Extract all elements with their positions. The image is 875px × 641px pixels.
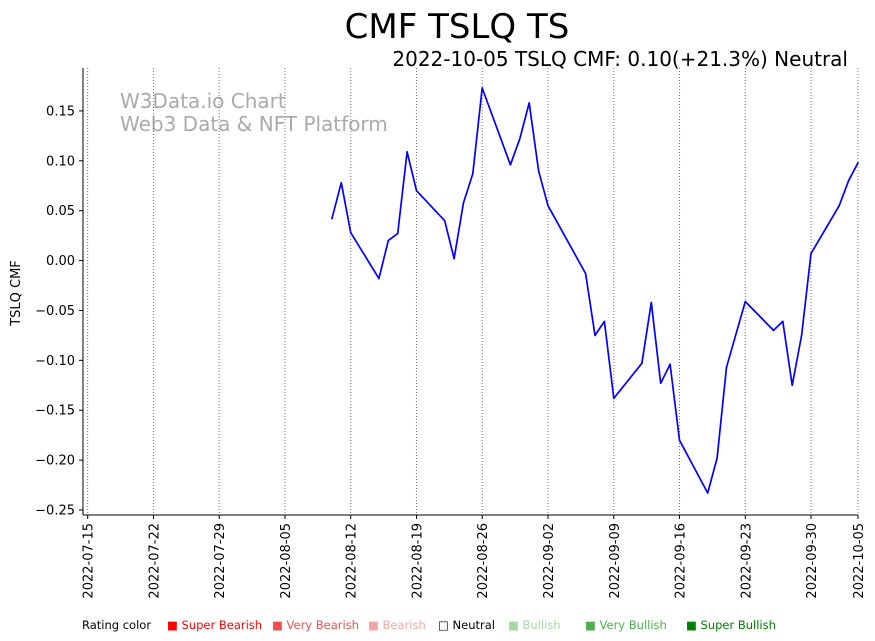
data-point-0-0 — [331, 217, 333, 220]
y-axis-label: TSLQ CMF — [9, 260, 24, 327]
x-tick-label-12: 2022-10-05 — [852, 523, 867, 599]
y-tick-label-0: 0.15 — [46, 104, 75, 119]
x-tick-label-4: 2022-08-12 — [345, 523, 360, 599]
data-point-0-10 — [462, 201, 465, 204]
x-tick-label-2: 2022-07-29 — [213, 523, 228, 599]
data-point-0-33 — [791, 384, 794, 387]
data-point-0-31 — [772, 329, 775, 332]
data-point-0-30 — [744, 300, 747, 303]
y-tick-label-8: −0.25 — [35, 504, 75, 519]
data-point-0-38 — [857, 161, 859, 164]
data-point-0-34 — [800, 334, 803, 337]
data-point-0-20 — [603, 320, 606, 323]
x-tick-label-5: 2022-08-19 — [410, 523, 425, 599]
chart-title: CMF TSLQ TS — [345, 7, 570, 47]
data-point-0-29 — [725, 366, 728, 369]
x-ticks: 2022-07-15 2022-07-22 2022-07-29 2022-08-05… — [82, 515, 867, 599]
data-point-0-19 — [594, 334, 596, 337]
rating-legend: Rating color ■ Super Bearish ■ Very Beari… — [82, 618, 776, 632]
data-point-0-12 — [481, 87, 484, 89]
data-point-0-22 — [641, 362, 643, 365]
legend-item-5: ■ Very Bullish — [585, 618, 667, 632]
data-point-0-24 — [659, 382, 662, 385]
legend-item-2: ■ Bearish — [368, 618, 426, 632]
data-point-0-7 — [415, 189, 418, 192]
legend-item-0: ■ Super Bearish — [167, 618, 262, 632]
data-point-0-25 — [669, 363, 671, 366]
data-point-0-13 — [509, 163, 512, 166]
data-point-0-37 — [847, 179, 850, 182]
data-point-0-27 — [706, 492, 709, 494]
series-layer — [331, 87, 859, 494]
legend-item-4: ■ Bullish — [508, 618, 561, 632]
data-point-0-1 — [340, 181, 343, 184]
y-tick-label-4: −0.05 — [35, 304, 75, 319]
x-tick-label-6: 2022-08-26 — [476, 523, 491, 599]
y-tick-label-1: 0.10 — [46, 154, 75, 169]
data-point-0-28 — [716, 457, 718, 459]
data-point-0-5 — [396, 232, 399, 235]
chart-subtitle: 2022-10-05 TSLQ CMF: 0.10(+21.3%) Neutra… — [392, 47, 848, 71]
x-tick-label-0: 2022-07-15 — [82, 523, 97, 599]
data-point-0-18 — [584, 272, 587, 275]
y-tick-label-5: −0.10 — [35, 354, 75, 369]
legend-label: Rating color — [82, 618, 151, 632]
x-tick-label-8: 2022-09-09 — [608, 523, 623, 599]
legend-item-1: ■ Very Bearish — [272, 618, 359, 632]
data-point-0-8 — [443, 219, 446, 222]
data-point-0-26 — [678, 439, 681, 441]
x-tick-label-7: 2022-09-02 — [542, 523, 557, 599]
data-point-0-3 — [378, 277, 380, 280]
y-tick-label-6: −0.15 — [35, 404, 75, 419]
watermark-line-2: Web3 Data & NFT Platform — [120, 112, 388, 136]
data-point-0-11 — [472, 172, 474, 175]
data-point-0-17 — [547, 204, 549, 207]
data-point-0-21 — [612, 397, 615, 400]
x-tick-label-10: 2022-09-23 — [739, 523, 754, 599]
data-point-0-4 — [387, 239, 390, 242]
x-tick-label-3: 2022-08-05 — [279, 523, 294, 599]
data-point-0-36 — [838, 204, 841, 207]
data-point-0-14 — [519, 138, 521, 140]
series-line-0 — [331, 87, 859, 494]
data-point-0-23 — [650, 301, 653, 304]
x-tick-label-11: 2022-09-30 — [805, 523, 820, 599]
data-point-0-35 — [810, 252, 812, 255]
x-tick-label-9: 2022-09-16 — [674, 523, 689, 599]
legend-item-6: ■ Super Bullish — [686, 618, 776, 632]
legend-item-3: □ Neutral — [438, 618, 495, 632]
y-tick-label-2: 0.05 — [46, 204, 75, 219]
watermark-line-1: W3Data.io Chart — [120, 89, 286, 113]
data-point-0-15 — [528, 102, 531, 104]
y-ticks: 0.15 0.10 0.05 0.00 −0.05 −0.10 −0.15 −0.20 −0.2… — [35, 104, 83, 519]
x-tick-label-1: 2022-07-22 — [147, 523, 162, 599]
data-point-0-9 — [453, 257, 455, 260]
data-point-0-32 — [782, 320, 784, 323]
y-tick-label-7: −0.20 — [35, 454, 75, 469]
watermark: W3Data.io Chart Web3 Data & NFT Platform — [120, 89, 388, 136]
data-point-0-2 — [349, 231, 352, 234]
data-point-0-6 — [406, 151, 408, 153]
y-tick-label-3: 0.00 — [46, 254, 75, 269]
data-point-0-16 — [537, 169, 540, 172]
axes — [82, 68, 858, 516]
